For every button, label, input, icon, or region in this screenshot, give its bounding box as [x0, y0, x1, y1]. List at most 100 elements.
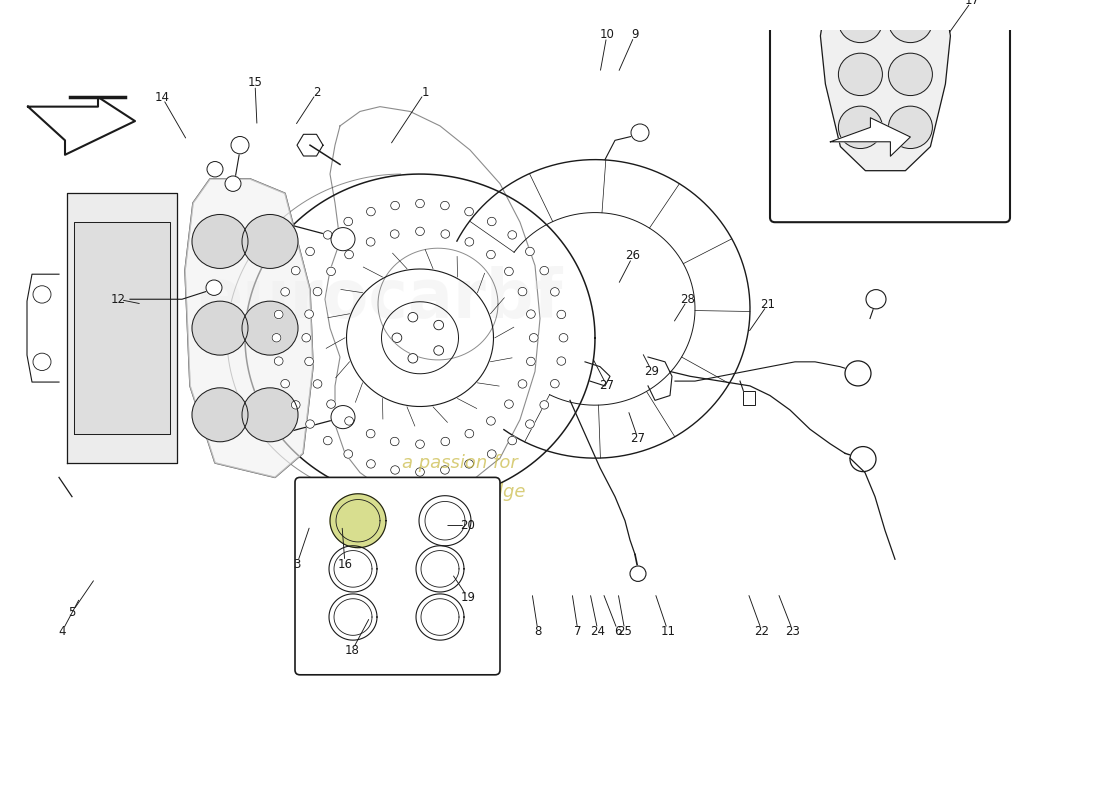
FancyBboxPatch shape — [770, 0, 1010, 222]
Polygon shape — [28, 97, 135, 154]
Text: 11: 11 — [660, 625, 675, 638]
Circle shape — [306, 247, 315, 256]
Circle shape — [366, 460, 375, 468]
Text: 2: 2 — [314, 86, 321, 98]
Text: 22: 22 — [755, 625, 770, 638]
Circle shape — [487, 218, 496, 226]
Circle shape — [344, 417, 353, 425]
Circle shape — [540, 266, 549, 275]
Text: 24: 24 — [591, 625, 605, 638]
Circle shape — [314, 287, 322, 296]
Circle shape — [526, 420, 535, 428]
Text: 12: 12 — [110, 293, 125, 306]
Circle shape — [242, 301, 298, 355]
Circle shape — [527, 358, 536, 366]
Circle shape — [508, 230, 517, 239]
Circle shape — [327, 267, 336, 276]
Text: 27: 27 — [630, 432, 646, 446]
Circle shape — [301, 334, 310, 342]
Text: 3: 3 — [294, 558, 300, 570]
Circle shape — [344, 250, 353, 258]
Circle shape — [465, 238, 474, 246]
Bar — [742, 390, 755, 405]
Text: 17: 17 — [965, 0, 979, 7]
Circle shape — [226, 176, 241, 191]
Circle shape — [540, 401, 549, 409]
Polygon shape — [74, 222, 170, 434]
Circle shape — [416, 468, 425, 476]
Circle shape — [850, 446, 876, 472]
Text: 18: 18 — [344, 644, 360, 658]
Text: 9: 9 — [631, 28, 639, 41]
Circle shape — [838, 106, 882, 149]
Circle shape — [518, 287, 527, 296]
Circle shape — [207, 162, 223, 177]
Circle shape — [314, 380, 322, 388]
Circle shape — [508, 436, 517, 445]
Text: 29: 29 — [645, 365, 660, 378]
Polygon shape — [67, 194, 177, 463]
Circle shape — [390, 438, 399, 446]
Circle shape — [416, 199, 425, 208]
Circle shape — [392, 333, 402, 342]
Text: 4: 4 — [58, 625, 66, 638]
Circle shape — [192, 214, 248, 269]
Circle shape — [192, 388, 248, 442]
Circle shape — [390, 466, 399, 474]
Circle shape — [416, 440, 425, 448]
Circle shape — [838, 0, 882, 42]
Circle shape — [845, 361, 871, 386]
Circle shape — [433, 346, 443, 355]
Circle shape — [505, 400, 514, 408]
Polygon shape — [830, 118, 911, 156]
Circle shape — [366, 207, 375, 216]
Circle shape — [441, 438, 450, 446]
Circle shape — [327, 400, 336, 408]
Circle shape — [305, 358, 314, 366]
Circle shape — [390, 230, 399, 238]
Text: 6: 6 — [614, 625, 622, 638]
Circle shape — [464, 207, 473, 216]
Bar — [742, 390, 755, 405]
Polygon shape — [821, 0, 950, 170]
Circle shape — [274, 357, 283, 366]
Circle shape — [33, 286, 51, 303]
Circle shape — [889, 0, 933, 42]
Circle shape — [486, 250, 495, 258]
Circle shape — [323, 230, 332, 239]
Circle shape — [242, 388, 298, 442]
Circle shape — [559, 334, 568, 342]
Circle shape — [366, 238, 375, 246]
Text: 8: 8 — [535, 625, 541, 638]
Circle shape — [889, 53, 933, 95]
Text: 26: 26 — [626, 250, 640, 262]
Circle shape — [305, 310, 314, 318]
Circle shape — [330, 494, 386, 548]
Circle shape — [527, 310, 536, 318]
FancyBboxPatch shape — [295, 478, 500, 675]
Circle shape — [557, 357, 565, 366]
Circle shape — [292, 401, 300, 409]
Circle shape — [433, 320, 443, 330]
Circle shape — [292, 266, 300, 275]
Circle shape — [866, 290, 886, 309]
Circle shape — [408, 313, 418, 322]
Circle shape — [33, 353, 51, 370]
Circle shape — [838, 53, 882, 95]
Text: a passion for: a passion for — [403, 454, 518, 472]
Circle shape — [323, 436, 332, 445]
Circle shape — [526, 247, 535, 256]
Circle shape — [440, 466, 449, 474]
Circle shape — [529, 334, 538, 342]
Text: 14: 14 — [154, 90, 169, 103]
Circle shape — [441, 230, 450, 238]
Text: 1: 1 — [421, 86, 429, 98]
Text: 28: 28 — [681, 293, 695, 306]
Circle shape — [344, 218, 353, 226]
Text: eurocarbf: eurocarbf — [197, 266, 563, 332]
Circle shape — [486, 417, 495, 425]
Circle shape — [274, 310, 283, 318]
Circle shape — [242, 214, 298, 269]
Text: 25: 25 — [617, 625, 632, 638]
Circle shape — [231, 137, 249, 154]
